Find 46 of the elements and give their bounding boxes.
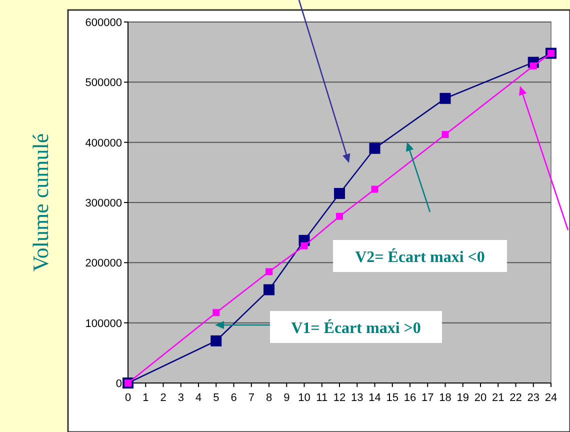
x-tick-label: 10 (298, 392, 310, 404)
y-tick-label: 200000 (85, 258, 122, 270)
x-tick-label: 17 (422, 392, 434, 404)
y-tick-label: 0 (116, 378, 122, 390)
point (264, 284, 274, 296)
point (210, 335, 222, 346)
x-tick-label: 19 (456, 392, 469, 404)
x-tick-label: 7 (248, 392, 254, 404)
x-tick-label: 8 (266, 392, 272, 404)
point (212, 309, 220, 316)
x-tick-label: 9 (284, 392, 290, 404)
x-tick-label: 1 (142, 392, 149, 404)
point (442, 131, 449, 138)
x-tick-label: 21 (492, 392, 504, 404)
x-tick-label: 11 (316, 392, 328, 404)
point (334, 188, 345, 199)
point (336, 212, 343, 220)
x-tick-label: 2 (160, 392, 166, 404)
point (440, 92, 451, 104)
y-tick-label: 500000 (85, 77, 122, 90)
point (371, 186, 378, 193)
point (369, 142, 380, 154)
y-tick-label: 100000 (85, 318, 122, 330)
x-tick-label: 20 (474, 392, 487, 404)
y-axis-title: Volume cumulé (28, 133, 53, 272)
x-tick-label: 18 (439, 392, 452, 404)
y-tick-label: 600000 (85, 17, 122, 29)
x-tick-label: 22 (510, 392, 522, 404)
x-tick-label: 14 (368, 392, 381, 404)
x-tick-label: 6 (230, 392, 237, 404)
point (300, 242, 308, 250)
y-tick-label: 300000 (85, 198, 122, 210)
x-tick-label: 13 (351, 392, 364, 404)
point (266, 268, 272, 276)
x-tick-label: 24 (544, 392, 558, 404)
x-tick-label: 23 (527, 392, 540, 404)
x-tick-label: 12 (333, 392, 346, 404)
x-tick-label: 15 (386, 392, 398, 404)
annotation: V1= Écart maxi >0 (291, 319, 421, 337)
x-tick-label: 4 (195, 392, 202, 404)
x-tick-label: 3 (178, 392, 184, 404)
x-tick-label: 16 (404, 392, 416, 404)
annotation: V2= Écart maxi <0 (355, 248, 485, 266)
x-tick-label: 5 (213, 392, 220, 404)
y-tick-label: 400000 (85, 137, 122, 150)
x-tick-label: 0 (124, 392, 132, 404)
